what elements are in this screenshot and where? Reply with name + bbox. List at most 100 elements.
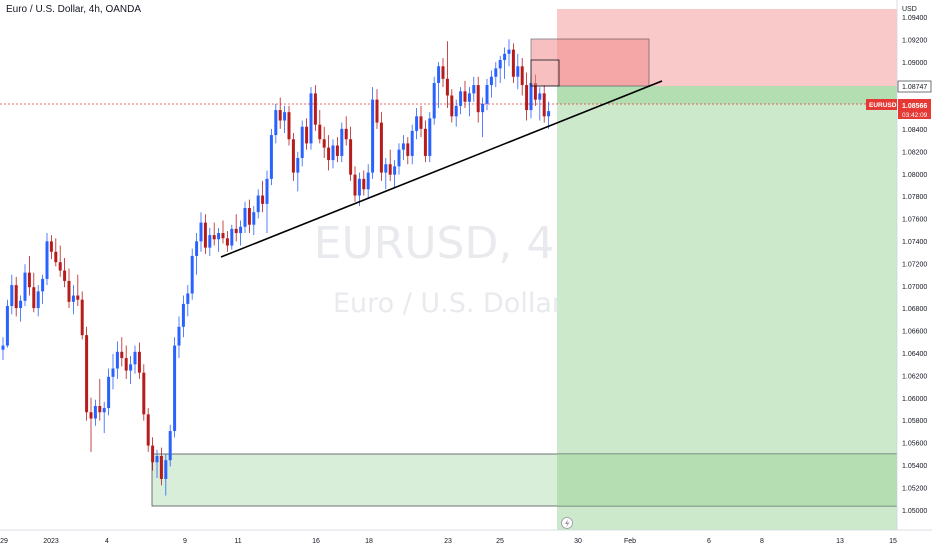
candle-body[interactable] — [14, 285, 18, 309]
candle-body[interactable] — [503, 53, 507, 61]
candle-body[interactable] — [54, 251, 58, 263]
candle-body[interactable] — [1, 345, 5, 350]
candle-body[interactable] — [76, 295, 80, 300]
candle-body[interactable] — [291, 139, 295, 173]
candle-body[interactable] — [36, 291, 40, 309]
candle-body[interactable] — [80, 299, 84, 336]
candle-body[interactable] — [212, 235, 216, 240]
candle-body[interactable] — [159, 456, 163, 479]
candle-body[interactable] — [115, 351, 119, 369]
candle-body[interactable] — [432, 82, 436, 119]
candle-body[interactable] — [388, 164, 392, 175]
candle-body[interactable] — [300, 126, 304, 159]
candle-body[interactable] — [507, 49, 511, 54]
candle-body[interactable] — [142, 372, 146, 415]
candle-body[interactable] — [5, 305, 9, 346]
candle-body[interactable] — [217, 233, 221, 240]
candle-body[interactable] — [498, 60, 502, 69]
candle-body[interactable] — [384, 164, 388, 173]
candle-body[interactable] — [247, 208, 251, 225]
candle-body[interactable] — [481, 103, 485, 113]
supply-zone[interactable] — [530, 38, 650, 87]
candle-body[interactable] — [32, 287, 36, 309]
candle-body[interactable] — [102, 408, 106, 413]
candle-body[interactable] — [208, 235, 212, 248]
candle-body[interactable] — [98, 406, 102, 413]
candle-body[interactable] — [547, 111, 551, 117]
candle-body[interactable] — [344, 128, 348, 140]
candle-body[interactable] — [225, 238, 229, 246]
candle-body[interactable] — [283, 112, 287, 121]
candle-body[interactable] — [190, 255, 194, 294]
candle-body[interactable] — [472, 85, 476, 94]
candle-body[interactable] — [397, 149, 401, 167]
candle-body[interactable] — [494, 68, 498, 77]
candle-body[interactable] — [107, 376, 111, 409]
candle-body[interactable] — [230, 228, 234, 246]
candle-body[interactable] — [10, 285, 14, 306]
candle-body[interactable] — [239, 226, 243, 234]
candle-body[interactable] — [485, 85, 489, 104]
candle-body[interactable] — [137, 351, 141, 373]
candle-body[interactable] — [445, 78, 449, 96]
candle-body[interactable] — [71, 295, 75, 302]
candle-body[interactable] — [542, 93, 546, 117]
candle-body[interactable] — [428, 118, 432, 156]
candle-body[interactable] — [489, 76, 493, 86]
candle-body[interactable] — [265, 178, 269, 204]
candle-body[interactable] — [516, 66, 520, 77]
time-axis[interactable] — [0, 530, 932, 550]
candle-body[interactable] — [120, 351, 124, 359]
candle-body[interactable] — [406, 143, 410, 156]
candle-body[interactable] — [529, 82, 533, 111]
candle-body[interactable] — [269, 135, 273, 179]
candle-body[interactable] — [533, 82, 537, 100]
candle-body[interactable] — [199, 222, 203, 242]
candle-body[interactable] — [538, 93, 542, 100]
candle-body[interactable] — [177, 326, 181, 346]
candle-body[interactable] — [313, 93, 317, 125]
candle-body[interactable] — [93, 406, 97, 419]
candle-body[interactable] — [234, 228, 238, 234]
lightning-event-icon[interactable] — [561, 517, 573, 529]
candle-body[interactable] — [520, 66, 524, 86]
candle-body[interactable] — [27, 272, 31, 288]
candle-body[interactable] — [252, 212, 256, 225]
candle-body[interactable] — [243, 208, 247, 227]
candle-body[interactable] — [164, 460, 168, 479]
candle-body[interactable] — [58, 262, 62, 271]
candle-body[interactable] — [362, 178, 366, 190]
candle-body[interactable] — [305, 126, 309, 144]
candle-body[interactable] — [151, 445, 155, 463]
candle-body[interactable] — [129, 364, 133, 371]
candle-body[interactable] — [327, 147, 331, 161]
candle-body[interactable] — [393, 166, 397, 175]
candle-body[interactable] — [353, 174, 357, 196]
candle-body[interactable] — [525, 85, 529, 111]
candle-body[interactable] — [41, 278, 45, 292]
candle-body[interactable] — [85, 335, 89, 413]
candle-body[interactable] — [19, 300, 23, 309]
candle-body[interactable] — [146, 414, 150, 446]
candle-body[interactable] — [23, 272, 27, 301]
candle-body[interactable] — [124, 358, 128, 371]
candle-body[interactable] — [63, 270, 67, 281]
candle-body[interactable] — [274, 110, 278, 136]
candle-body[interactable] — [221, 233, 225, 239]
candle-body[interactable] — [357, 178, 361, 196]
candle-body[interactable] — [419, 116, 423, 129]
candle-body[interactable] — [111, 368, 115, 377]
candle-body[interactable] — [454, 105, 458, 117]
candle-body[interactable] — [463, 91, 467, 102]
candle-body[interactable] — [278, 110, 282, 121]
candle-body[interactable] — [511, 49, 515, 77]
candle-body[interactable] — [261, 195, 265, 204]
candle-body[interactable] — [155, 456, 159, 463]
candle-body[interactable] — [256, 195, 260, 213]
candle-body[interactable] — [133, 351, 137, 365]
candle-body[interactable] — [168, 431, 172, 461]
candle-body[interactable] — [335, 145, 339, 156]
candle-body[interactable] — [45, 241, 49, 279]
